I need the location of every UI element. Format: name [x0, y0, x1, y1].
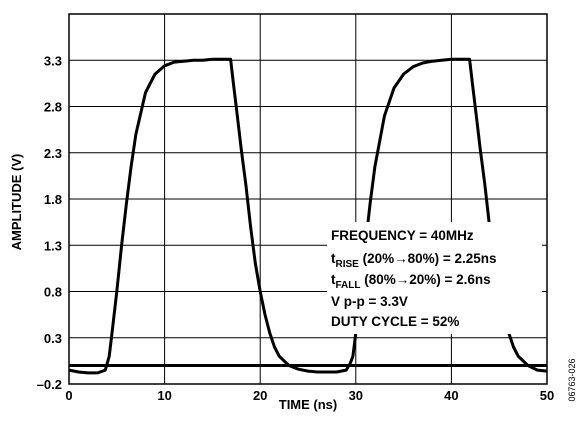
x-axis-ticks: 0 10 20 30 40 50 [65, 388, 554, 403]
annotation-box: FREQUENCY = 40MHz tRISE (20%→80%) = 2.25… [327, 222, 542, 334]
figure-id: 06763-026 [567, 358, 577, 401]
y-tick-label: 1.8 [44, 192, 62, 207]
x-tick-label: 30 [349, 388, 363, 403]
y-tick-label: 0.3 [44, 331, 62, 346]
y-axis-ticks: –0.2 0.3 0.8 1.3 1.8 2.3 2.8 3.3 [37, 53, 62, 392]
y-tick-label: 3.3 [44, 53, 62, 68]
y-tick-label: 2.3 [44, 146, 62, 161]
x-tick-label: 20 [253, 388, 267, 403]
y-axis-title: AMPLITUDE (V) [9, 154, 24, 251]
x-axis-title: TIME (ns) [279, 397, 338, 412]
x-tick-label: 50 [540, 388, 554, 403]
y-tick-label: 2.8 [44, 100, 62, 115]
annotation-frequency: FREQUENCY = 40MHz [331, 228, 474, 243]
x-tick-label: 10 [157, 388, 171, 403]
x-tick-label: 0 [65, 388, 72, 403]
y-tick-label: –0.2 [37, 377, 62, 392]
x-tick-label: 40 [444, 388, 458, 403]
annotation-background [327, 222, 542, 334]
plot-area-border [68, 13, 548, 385]
annotation-rise-time: tRISE (20%→80%) = 2.25ns [331, 251, 497, 270]
waveform-trace [68, 57, 548, 375]
annotation-duty-cycle: DUTY CYCLE = 52% [331, 314, 459, 329]
annotation-fall-time: tFALL (80%→20%) = 2.6ns [331, 272, 491, 291]
y-tick-label: 1.3 [44, 238, 62, 253]
y-tick-label: 0.8 [44, 285, 62, 300]
annotation-vpp: V p-p = 3.3V [331, 294, 408, 309]
